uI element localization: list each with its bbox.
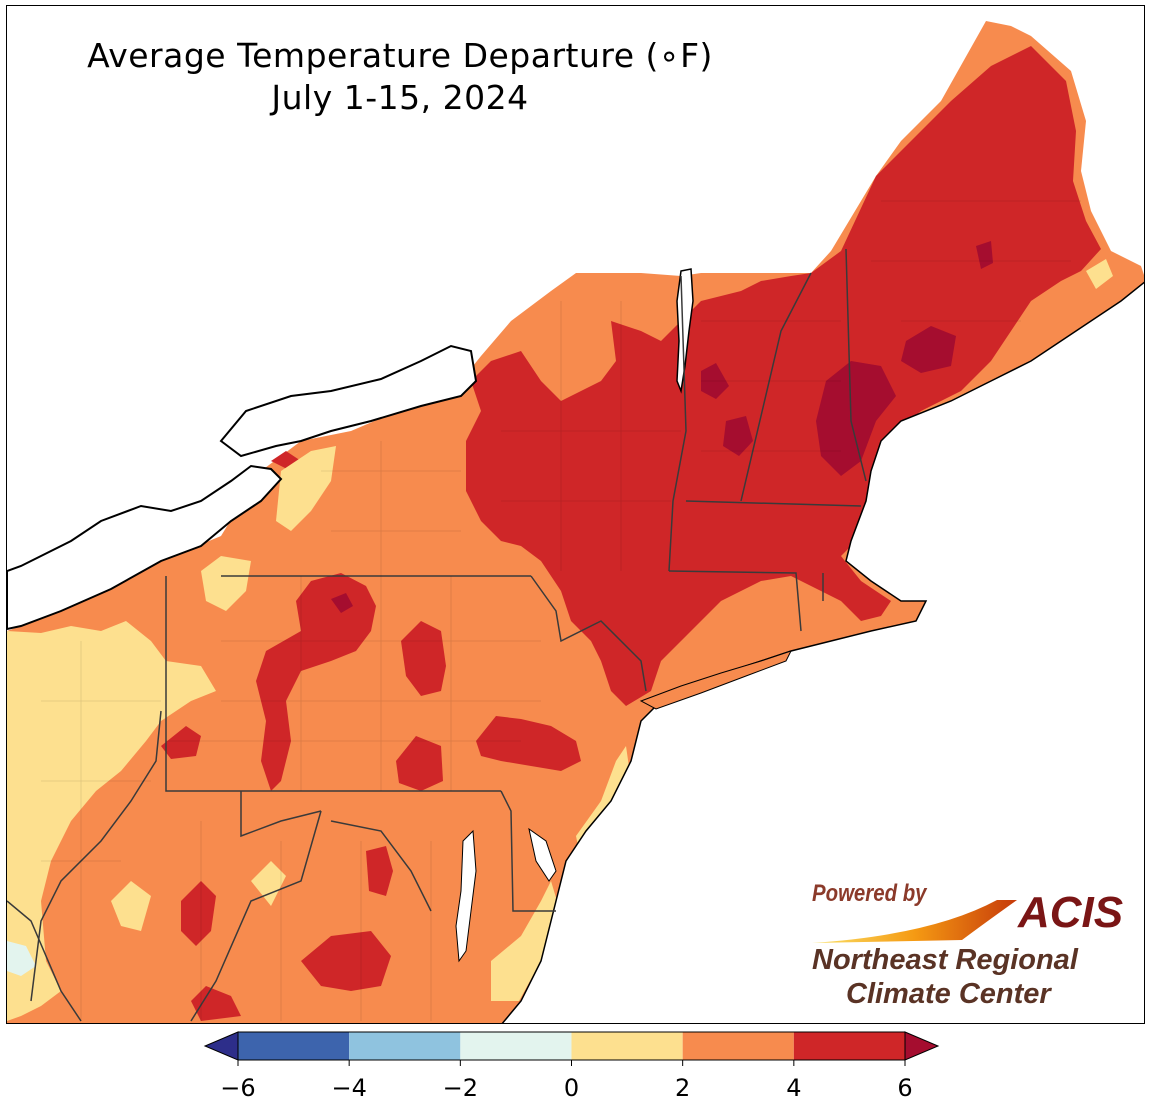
long-island — [639, 650, 792, 710]
land-region-over6-pa — [331, 593, 353, 613]
map-title: Average Temperature Departure (∘F) — [87, 36, 713, 75]
land-region-0-2-wv-east — [251, 861, 286, 906]
logo-powered-by-text: Powered by — [812, 880, 927, 907]
colorbar-tick-label: −2 — [442, 1074, 479, 1102]
land-region-over6-vt — [701, 363, 729, 399]
lake-erie — [7, 464, 283, 631]
temperature-departure-map — [7, 21, 1144, 1023]
land-region-0-2-maine — [1086, 259, 1113, 289]
colorbar-bin — [238, 1032, 350, 1060]
land-region-over6-me — [901, 326, 956, 373]
land-region-4-6-pennsylvania — [256, 573, 376, 791]
atlantic-ocean — [501, 281, 1144, 1023]
delaware-bay — [528, 827, 557, 882]
land-region-4-6-pa-south — [396, 736, 443, 791]
land-region-over6-nh — [816, 361, 896, 476]
colorbar-tick-label: 0 — [563, 1074, 580, 1102]
county-borders — [41, 200, 1081, 1021]
colorbar-tick-label: 6 — [897, 1074, 913, 1102]
colorbar-bin — [793, 1032, 905, 1060]
land-region-over6-vt2 — [723, 416, 753, 456]
land-region-0-2-west — [7, 621, 216, 1021]
colorbar-under-arrow — [203, 1031, 239, 1061]
land-region-0-2-ny-west — [276, 446, 336, 531]
colorbar-bin — [349, 1032, 461, 1060]
colorbar-tick-label: 2 — [675, 1074, 691, 1102]
map-panel — [6, 5, 1145, 1024]
colorbar-tick-label: 4 — [786, 1074, 802, 1102]
colorbar-tick-label: −4 — [331, 1074, 367, 1102]
logo-org-line1: Northeast Regional — [812, 944, 1078, 976]
logo-org-line2: Climate Center — [846, 978, 1051, 1010]
land-region-4-6-sw — [191, 986, 241, 1021]
lake-ontario — [219, 344, 478, 458]
logo-acis-text: ACIS — [1018, 888, 1124, 937]
map-subtitle: July 1-15, 2024 — [271, 78, 529, 117]
land-region-4-6-northeast — [466, 46, 1101, 706]
land-region-4-6-pa-west — [161, 726, 201, 759]
acis-swoosh-logo — [812, 900, 1017, 943]
land-region-over6-me2 — [976, 241, 993, 269]
colorbar-over-arrow — [904, 1031, 940, 1061]
land-region-4-6-va — [301, 931, 391, 991]
lake-champlain — [676, 268, 694, 394]
colorbar-bin — [682, 1032, 794, 1060]
land-region-4-6-pa-se — [476, 716, 581, 771]
colorbar-bin — [571, 1032, 683, 1060]
land-region-0-2-pa-nw — [201, 556, 251, 611]
state-borders — [7, 248, 867, 1022]
chesapeake-bay — [455, 829, 477, 963]
land-region-neg2-0-sw — [7, 941, 36, 976]
land-region-4-6-md — [366, 846, 393, 896]
colorbar-bin — [460, 1032, 572, 1060]
land-region-4-6-pa-east — [401, 621, 446, 696]
colorbar-tick-label: −6 — [220, 1074, 256, 1102]
temperature-colorbar — [203, 1031, 940, 1066]
land-region-4-6-wv — [181, 881, 216, 946]
land-region-0-2-va — [111, 881, 151, 931]
